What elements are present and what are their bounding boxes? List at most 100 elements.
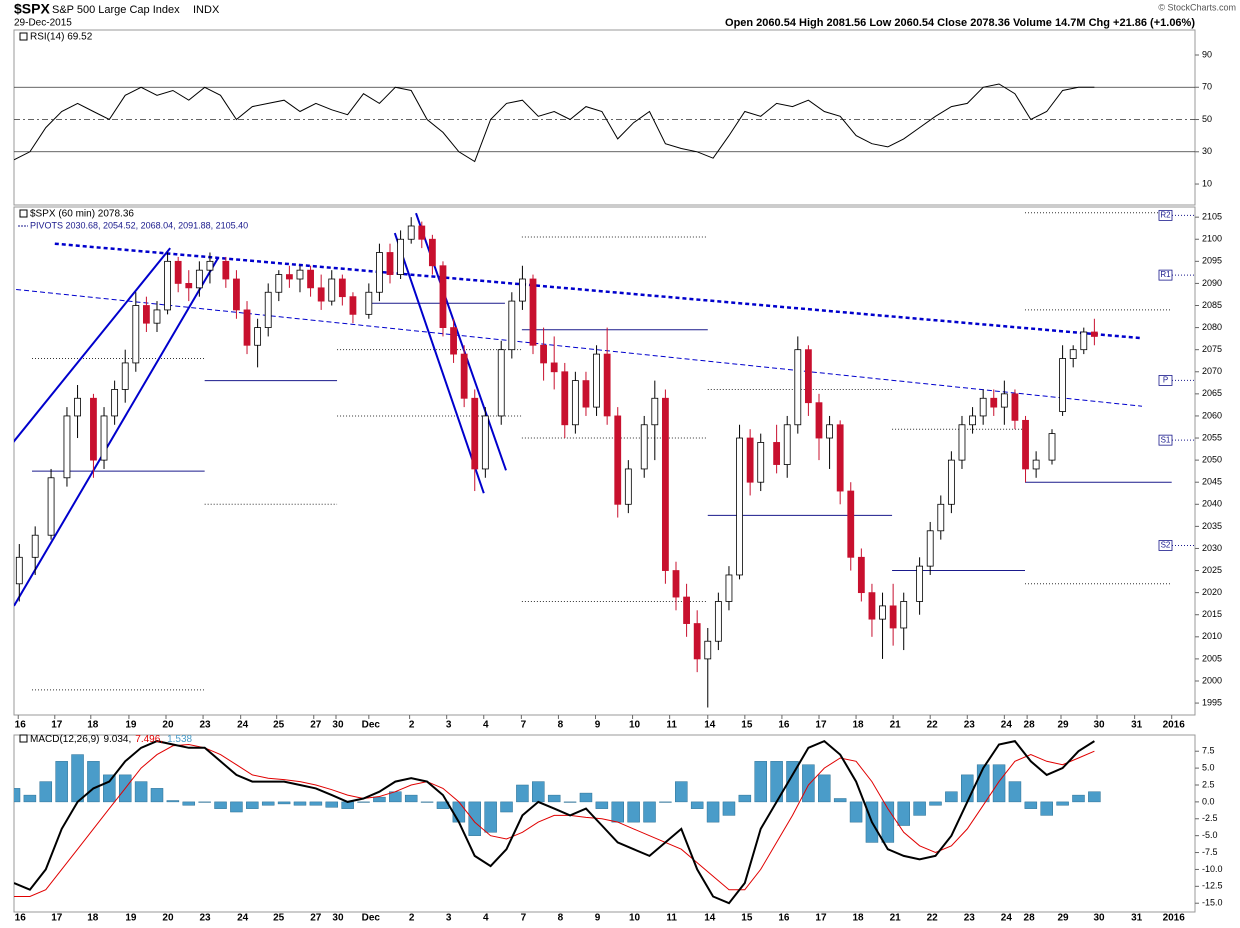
histogram-bar <box>166 800 180 803</box>
x-tick-label: 7 <box>521 913 527 924</box>
candle-body <box>1000 393 1008 408</box>
candle-body <box>428 238 436 267</box>
candle-body <box>879 605 886 620</box>
candle-body <box>100 415 108 461</box>
y-tick-label: 2040 <box>1202 499 1222 509</box>
histogram-bar <box>14 788 21 803</box>
candle-body <box>725 574 733 602</box>
histogram-bar <box>833 798 847 803</box>
y-tick-label: -12.5 <box>1202 881 1223 891</box>
candle-body <box>132 305 140 364</box>
candle-body <box>804 349 812 404</box>
x-tick-label: 2 <box>409 720 415 731</box>
x-tick-label: 4 <box>483 720 489 731</box>
candle-body <box>418 225 426 240</box>
histogram-bar <box>39 781 53 803</box>
candle-body <box>233 278 240 311</box>
candle-body <box>1011 393 1019 421</box>
x-tick-label: 24 <box>237 913 249 924</box>
x-tick-label: 18 <box>87 913 99 924</box>
x-tick-label: 17 <box>51 913 63 924</box>
candle-body <box>1069 349 1077 359</box>
plot-area <box>14 212 1172 708</box>
candle-body <box>868 592 876 620</box>
x-tick-label: 28 <box>1024 913 1036 924</box>
candle-body <box>328 278 336 302</box>
candle-body <box>317 287 325 302</box>
macd-legend-part: 7.496, <box>135 734 163 745</box>
x-tick-label: 23 <box>200 720 212 731</box>
x-tick-label: 7 <box>521 720 527 731</box>
candle-body <box>508 300 516 351</box>
candle-body <box>74 397 81 417</box>
x-tick-label: 21 <box>890 913 902 924</box>
x-tick-label: Dec <box>362 913 381 924</box>
x-tick-label: 30 <box>1093 913 1105 924</box>
candle-body <box>365 291 373 315</box>
x-tick-label: 16 <box>15 913 27 924</box>
candle-body <box>662 397 669 571</box>
y-tick-label: 2055 <box>1202 432 1222 442</box>
histogram-bar <box>1088 791 1101 803</box>
candle-body <box>794 349 802 426</box>
candle-body <box>736 437 743 576</box>
candle-body <box>47 477 55 536</box>
candle-body <box>571 380 579 426</box>
x-tick-label: 18 <box>852 720 864 731</box>
candle-body <box>640 424 648 470</box>
histogram-bar <box>1056 801 1069 806</box>
x-tick-label: 9 <box>595 913 601 924</box>
pivot-label: R1 <box>1160 270 1171 279</box>
y-tick-label: 5.0 <box>1202 762 1215 772</box>
rsi-icon <box>19 32 28 41</box>
histogram-bar <box>309 801 323 806</box>
candle-body <box>529 278 537 346</box>
candle-body <box>275 274 283 293</box>
histogram-bar <box>500 801 513 813</box>
candle-body <box>1048 433 1056 461</box>
x-tick-label: 17 <box>815 720 827 731</box>
candle-body <box>386 252 394 275</box>
histogram-bar <box>103 774 116 803</box>
y-tick-label: 2070 <box>1202 366 1222 376</box>
symbol: $SPX <box>14 1 50 17</box>
candle-body <box>407 225 415 240</box>
candle-body <box>460 353 468 399</box>
candle-body <box>693 623 701 660</box>
candle-body <box>1080 331 1088 351</box>
y-tick-label: 2010 <box>1202 631 1222 641</box>
y-tick-label: 0.0 <box>1202 796 1215 806</box>
histogram-bar <box>659 801 672 803</box>
histogram-bar <box>182 801 196 806</box>
x-tick-label: 10 <box>629 913 641 924</box>
rsi-line <box>14 83 1095 163</box>
candle-body <box>31 534 39 558</box>
histogram-bar <box>214 801 227 809</box>
macd-legend: MACD(12,26,9) 9.034, 7.496, 1.538 <box>30 734 193 745</box>
candle-body <box>1090 331 1098 337</box>
y-tick-label: 2015 <box>1202 609 1222 619</box>
x-tick-label: 29 <box>1057 913 1069 924</box>
x-tick-label: 30 <box>332 720 344 731</box>
x-tick-label: 27 <box>310 913 322 924</box>
histogram-bar <box>230 801 243 813</box>
y-tick-label: 7.5 <box>1202 746 1215 756</box>
x-tick-label: 25 <box>273 913 285 924</box>
y-tick-label: 2030 <box>1202 543 1222 553</box>
y-tick-label: 90 <box>1202 49 1212 59</box>
x-tick-label: 4 <box>483 913 489 924</box>
histogram-bar <box>706 801 720 823</box>
histogram-bar <box>1040 801 1053 816</box>
exchange: INDX <box>193 4 220 16</box>
histogram-bar <box>1008 781 1022 803</box>
y-tick-label: 2065 <box>1202 388 1222 398</box>
x-tick-label: 23 <box>964 913 976 924</box>
panel-frame <box>13 29 1196 206</box>
candle-body <box>603 353 611 417</box>
candle-body <box>550 362 558 373</box>
x-tick-label: 20 <box>162 720 174 731</box>
x-tick-label: 23 <box>200 913 212 924</box>
x-tick-label: 8 <box>558 720 564 731</box>
histogram-bar <box>293 801 307 806</box>
